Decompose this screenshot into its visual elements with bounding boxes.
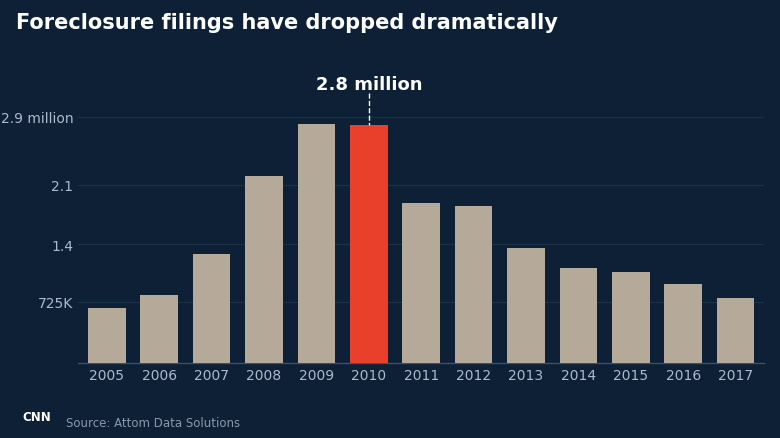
Bar — [140, 296, 178, 364]
Bar — [665, 285, 702, 364]
Bar — [88, 308, 126, 364]
Bar — [350, 126, 388, 364]
Bar — [559, 268, 597, 364]
Bar — [193, 254, 230, 364]
Bar — [245, 177, 283, 364]
Text: 2.8 million: 2.8 million — [316, 76, 422, 94]
Text: Source: Attom Data Solutions: Source: Attom Data Solutions — [66, 416, 240, 429]
Bar — [402, 203, 440, 364]
Bar — [455, 207, 492, 364]
Bar — [507, 248, 545, 364]
Text: Foreclosure filings have dropped dramatically: Foreclosure filings have dropped dramati… — [16, 13, 558, 33]
Bar — [612, 272, 650, 364]
Text: CNN: CNN — [23, 410, 51, 423]
Bar — [717, 298, 754, 364]
Bar — [297, 124, 335, 364]
